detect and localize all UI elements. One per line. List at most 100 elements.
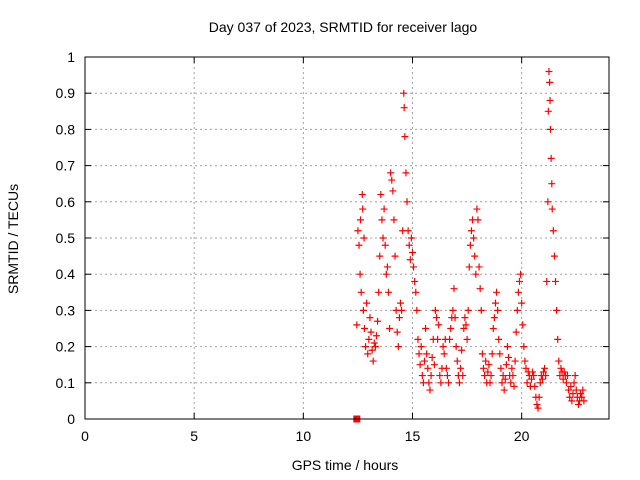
data-point [484, 368, 492, 376]
data-point [417, 343, 425, 351]
data-point [521, 357, 529, 365]
data-point [538, 375, 546, 383]
data-point [476, 285, 484, 293]
data-point [370, 339, 378, 347]
data-point [464, 306, 472, 314]
data-point [423, 350, 431, 358]
data-point [405, 241, 413, 249]
data-point [436, 372, 444, 380]
data-point [508, 364, 516, 372]
data-point [548, 180, 556, 188]
data-point [396, 299, 404, 307]
data-point [410, 263, 418, 271]
data-point [571, 372, 579, 380]
data-point [474, 216, 482, 224]
data-point [487, 372, 495, 380]
data-point [546, 125, 554, 133]
data-point [382, 270, 390, 278]
data-point [500, 386, 508, 394]
y-tick-label: 0.6 [56, 194, 76, 210]
data-point [470, 234, 478, 242]
data-point [453, 357, 461, 365]
data-point [416, 361, 424, 369]
data-point [513, 306, 521, 314]
data-point [530, 372, 538, 380]
data-point [496, 350, 504, 358]
data-point [566, 393, 574, 401]
y-tick-label: 0.8 [56, 121, 76, 137]
data-point [517, 270, 525, 278]
x-tick-label: 10 [296, 428, 312, 444]
data-point [355, 241, 363, 249]
data-point [466, 241, 474, 249]
data-point [560, 368, 568, 376]
data-point [462, 321, 470, 329]
data-point [378, 216, 386, 224]
data-point [400, 89, 408, 97]
data-point [386, 325, 394, 332]
data-point [457, 364, 465, 372]
data-point [489, 325, 497, 332]
data-point [377, 191, 385, 199]
data-point [472, 270, 480, 278]
data-point [354, 227, 362, 235]
data-point [412, 288, 420, 296]
data-point [540, 368, 547, 376]
data-point [518, 299, 526, 307]
data-point [494, 306, 502, 314]
data-point [426, 386, 434, 394]
data-point [544, 198, 552, 206]
data-point [515, 277, 523, 285]
data-point [427, 372, 435, 380]
data-point [418, 372, 426, 380]
data-point [424, 364, 432, 372]
data-point [394, 343, 402, 351]
data-point [388, 176, 396, 184]
data-point [413, 306, 421, 314]
data-point [379, 234, 387, 242]
chart-title: Day 037 of 2023, SRMTID for receiver lag… [209, 19, 478, 35]
data-point [391, 252, 399, 260]
data-point [499, 372, 507, 380]
data-point [393, 328, 401, 336]
data-point [529, 368, 537, 376]
data-point [353, 321, 361, 329]
data-point [452, 343, 460, 351]
data-point [503, 343, 511, 351]
data-point [356, 270, 364, 278]
x-axis-label: GPS time / hours [292, 457, 399, 473]
data-point [550, 252, 558, 260]
data-point [569, 390, 577, 398]
data-point [449, 306, 457, 314]
data-point [567, 382, 575, 390]
data-point [359, 306, 367, 314]
data-point [450, 285, 458, 293]
data-point [519, 321, 527, 329]
data-point [553, 306, 561, 314]
data-point [547, 154, 555, 162]
data-point [367, 328, 375, 336]
data-point [437, 379, 445, 387]
data-point [493, 288, 501, 296]
data-point [557, 364, 565, 372]
y-tick-label: 0.4 [56, 266, 76, 282]
data-point [411, 277, 419, 285]
y-tick-label: 0.5 [56, 230, 76, 246]
y-tick-label: 1 [67, 49, 75, 65]
data-point [415, 350, 423, 358]
data-point [535, 393, 543, 401]
data-point [543, 277, 551, 285]
data-point [425, 379, 433, 387]
y-tick-label: 0.9 [56, 85, 76, 101]
data-point [475, 263, 483, 271]
data-point [443, 372, 451, 380]
data-point [509, 372, 517, 380]
data-point [523, 379, 531, 387]
data-point [564, 372, 572, 380]
data-point [477, 306, 485, 314]
data-point [365, 335, 373, 343]
data-point [398, 306, 406, 314]
data-point [562, 379, 570, 387]
